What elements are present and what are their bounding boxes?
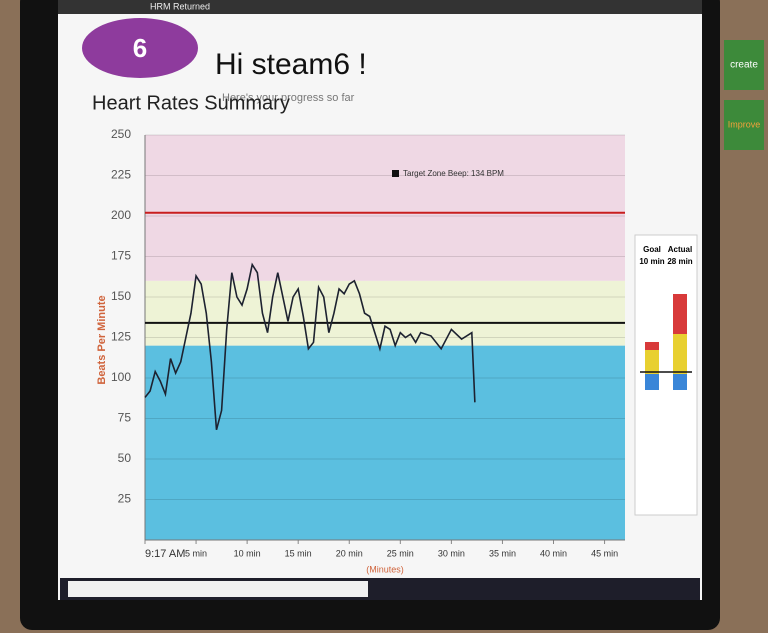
panel-segment [645,342,659,350]
y-axis-label: Beats Per Minute [96,295,108,384]
legend-label: Target Zone Beep: 134 BPM [403,169,504,178]
chart-title: Heart Rates Summary [92,92,290,114]
x-tick-label: 20 min [336,548,363,558]
x-axis-label: (Minutes) [366,564,404,574]
title-bar [58,0,702,14]
greeting: Hi steam6 ! [215,48,367,81]
panel-bar-label: 28 min [667,257,692,266]
panel-bar-name: Goal [643,245,661,254]
sticker [724,100,764,150]
badge-number: 6 [133,33,147,63]
zone [145,135,625,281]
y-tick-label: 125 [111,330,131,344]
x-tick-label: 10 min [234,548,261,558]
badge [82,18,198,78]
subtitle: Here's your progress so far [222,92,355,104]
search-box[interactable] [68,581,368,597]
y-tick-label: 250 [111,127,131,141]
y-tick-label: 225 [111,168,131,182]
side-panel [634,234,698,516]
panel-segment [645,350,659,374]
zone [145,345,625,540]
x-tick-label: 9:17 AM [145,548,185,560]
sticker-text: Improve [728,119,761,129]
zone [145,280,625,346]
x-tick-label: 40 min [540,548,567,558]
panel-segment [673,334,687,374]
y-tick-label: 175 [111,249,131,263]
y-tick-label: 150 [111,289,131,303]
x-tick-label: 45 min [591,548,618,558]
y-tick-label: 100 [111,370,131,384]
y-tick-label: 75 [118,411,132,425]
x-tick-label: 15 min [285,548,312,558]
y-tick-label: 50 [118,451,132,465]
x-tick-label: 25 min [387,548,414,558]
panel-bar-name: Actual [668,245,692,254]
panel-segment [673,294,687,334]
panel-segment [673,374,687,390]
y-tick-label: 200 [111,208,131,222]
panel-segment [645,374,659,390]
y-tick-label: 25 [118,492,132,506]
sticker [724,40,764,90]
x-tick-label: 30 min [438,548,465,558]
window-title: HRM Returned [150,1,210,11]
panel-bar-label: 10 min [639,257,664,266]
heart-rate-line [144,262,476,431]
legend-swatch [392,170,399,177]
sticker-text: create [730,60,758,71]
x-tick-label: 35 min [489,548,516,558]
x-tick-label: 5 min [185,548,207,558]
